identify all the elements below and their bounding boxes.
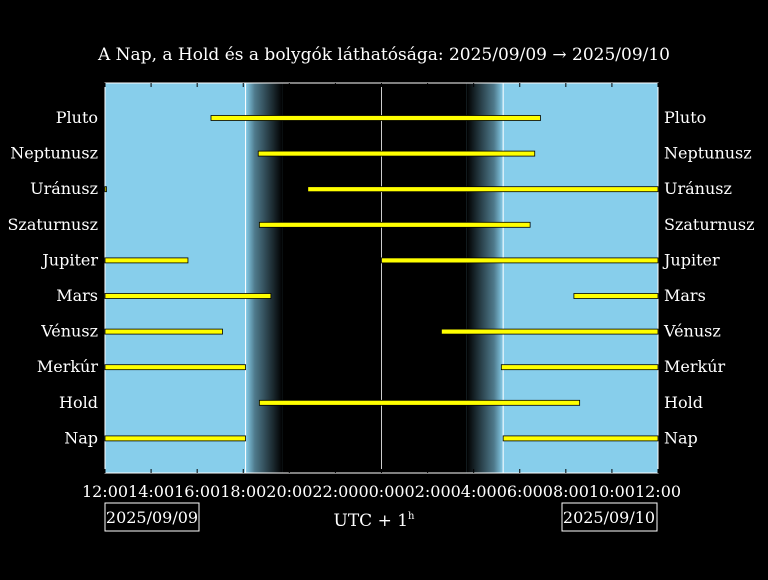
x-tick-label: 10:00: [589, 482, 635, 501]
date-box-right: 2025/09/10: [561, 502, 658, 532]
visibility-bar: [258, 399, 581, 406]
night-background: [282, 83, 467, 473]
body-label-left: Uránusz: [30, 179, 98, 198]
visibility-bar: [502, 435, 659, 442]
body-label-right: Vénusz: [663, 322, 721, 341]
x-tick-label: 08:00: [543, 482, 589, 501]
visibility-bar: [307, 186, 659, 193]
body-label-left: Mars: [56, 286, 98, 305]
visibility-bar: [104, 364, 246, 371]
visibility-bar: [104, 293, 272, 299]
body-labels: Pluto Pluto Neptunusz Neptunusz Uránusz Uránu…: [7, 108, 754, 447]
body-label-right: Hold: [664, 393, 703, 412]
body-label-left: Hold: [59, 393, 98, 412]
body-label-right: Szaturnusz: [664, 215, 755, 234]
x-tick-label: 14:00: [128, 482, 174, 501]
visibility-bar: [104, 257, 189, 264]
body-label-right: Merkúr: [664, 357, 726, 376]
x-tick-label: 00:00: [358, 482, 404, 501]
visibility-bar: [257, 150, 536, 157]
visibility-bar: [258, 221, 531, 228]
body-label-right: Uránusz: [664, 179, 732, 198]
dusk-twilight: [245, 83, 283, 473]
x-tick-label: 12:00: [82, 482, 128, 501]
visibility-bar: [104, 435, 246, 442]
body-label-right: Pluto: [664, 108, 706, 127]
x-tick-label: 18:00: [220, 482, 266, 501]
body-label-right: Nap: [664, 428, 698, 447]
x-tick-label: 04:00: [451, 482, 497, 501]
body-label-left: Merkúr: [37, 357, 99, 376]
body-label-left: Jupiter: [40, 250, 98, 269]
body-label-left: Szaturnusz: [7, 215, 98, 234]
body-label-left: Nap: [64, 428, 98, 447]
x-tick-label: 06:00: [497, 482, 543, 501]
body-label-right: Neptunusz: [664, 144, 752, 163]
body-label-left: Pluto: [56, 108, 98, 127]
x-axis: 12:00 14:00 16:00 18:00 20:00 22:00 00:00 02:00…: [82, 83, 681, 501]
visibility-bar: [441, 328, 659, 335]
body-label-left: Vénusz: [40, 322, 98, 341]
x-tick-label: 22:00: [312, 482, 358, 501]
x-tick-label: 20:00: [266, 482, 312, 501]
body-label-right: Jupiter: [662, 250, 720, 269]
x-tick-label: 16:00: [174, 482, 220, 501]
visibility-bar: [104, 186, 107, 193]
svg-text:UTC + 1h: UTC + 1h: [334, 511, 416, 531]
x-axis-title: UTC + 1h: [334, 511, 416, 531]
visibility-bar: [500, 364, 659, 371]
plot-area: [104, 82, 659, 474]
x-tick-label: 12:00: [635, 482, 681, 501]
x-axis-label: UTC + 1: [334, 511, 409, 531]
visibility-bar: [210, 115, 541, 121]
body-label-right: Mars: [664, 286, 706, 305]
visibility-bars: [104, 115, 659, 442]
x-tick-label: 02:00: [405, 482, 451, 501]
date-label-left: 2025/09/09: [106, 508, 198, 527]
date-box-left: 2025/09/09: [104, 502, 200, 532]
visibility-bar: [104, 328, 223, 335]
chart-title: A Nap, a Hold és a bolygók láthatósága: …: [97, 45, 670, 65]
visibility-bar: [381, 257, 659, 264]
date-label-right: 2025/09/10: [563, 508, 655, 527]
dawn-twilight: [466, 83, 504, 473]
visibility-bar: [573, 293, 659, 299]
x-axis-label-superscript: h: [408, 511, 415, 522]
body-label-left: Neptunusz: [10, 144, 98, 163]
